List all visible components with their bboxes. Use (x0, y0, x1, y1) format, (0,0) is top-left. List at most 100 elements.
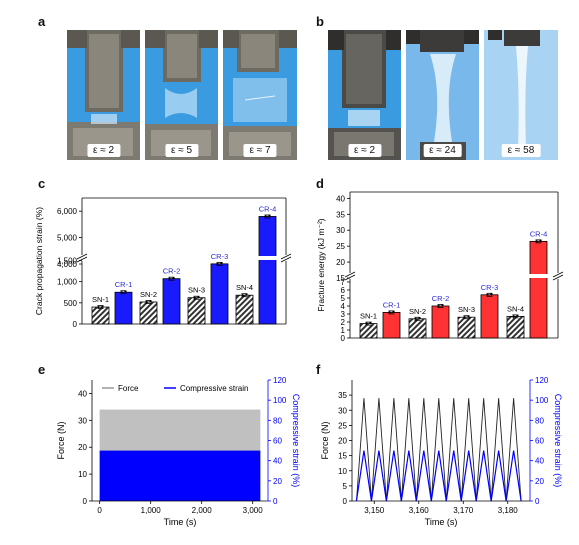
y-tick-label: 30 (336, 226, 345, 235)
strain-label: ε ≈ 2 (86, 144, 121, 157)
axis-break-gap (76, 255, 292, 261)
y-tick-label-right: 80 (273, 416, 282, 425)
sn-bar-label: SN-1 (92, 295, 109, 304)
y-tick-label: 25 (336, 242, 345, 251)
x-tick-label: 3,000 (243, 506, 264, 515)
y-tick-label: 0 (73, 320, 78, 329)
y-tick-label: 2 (341, 318, 346, 327)
cr-bar-label: CR-3 (211, 252, 229, 261)
data-point (490, 293, 493, 296)
cr-bar (114, 291, 133, 325)
data-point (264, 215, 267, 218)
x-axis-label: Time (s) (164, 517, 197, 527)
cr-bar-label: CR-4 (530, 229, 548, 238)
tensile-grip-illustration (484, 30, 558, 160)
data-point (172, 276, 175, 280)
panel-a-photo-2: ε ≈ 5 (145, 30, 218, 160)
panel-b-photo-3: ε ≈ 58 (484, 30, 558, 160)
y-tick-label: 30 (78, 416, 87, 425)
data-point (124, 290, 127, 293)
panel-a-photo-1: ε ≈ 2 (67, 30, 140, 160)
data-point (220, 262, 223, 265)
cr-bar-label: CR-4 (259, 204, 277, 213)
cr-bar (162, 278, 181, 325)
sn-bar-label: SN-3 (188, 286, 205, 295)
y-tick-label: 40 (336, 194, 345, 203)
panel-e-label: e (38, 362, 46, 377)
tensile-grip-illustration (223, 30, 297, 160)
y-axis-label: Fracture energy (kJ m⁻²) (316, 218, 326, 311)
y-axis-label: Crack propagation strain (%) (34, 207, 44, 315)
axis-break-mark (552, 271, 564, 281)
y-tick-label: 1,000 (57, 278, 78, 287)
y-tick-label: 4 (341, 302, 346, 311)
data-point (120, 291, 123, 294)
y-tick-label: 500 (64, 299, 78, 308)
data-point (388, 311, 391, 314)
data-point (437, 304, 440, 308)
x-tick-label: 3,150 (364, 506, 385, 515)
sn-bar (359, 323, 378, 339)
data-point (539, 239, 542, 242)
tensile-grip-illustration (328, 30, 401, 160)
sn-bar (235, 294, 254, 325)
y-tick-label: 4,000 (57, 260, 78, 269)
y-tick-label-right: 20 (535, 477, 544, 486)
y-tick-label: 10 (78, 470, 87, 479)
y-axis-label-left: Force (N) (56, 421, 66, 459)
y-axis-label-left: Force (N) (320, 421, 330, 459)
panel-b-label: b (316, 14, 324, 29)
strain-label: ε ≈ 58 (501, 144, 541, 157)
y-tick-label-right: 120 (535, 376, 549, 385)
cr-bar (480, 294, 499, 339)
tensile-grip-illustration (145, 30, 218, 160)
strain-label: ε ≈ 5 (164, 144, 199, 157)
force-strain-cycle-chart: 0 5 10 15 20 25 30 35 0 20 40 60 80 100 120 3,150 3,160 3… (320, 376, 563, 527)
panel-f-label: f (316, 362, 321, 377)
cr-bar (431, 305, 450, 339)
tensile-grip-illustration (67, 30, 140, 160)
strain-label: ε ≈ 2 (347, 144, 382, 157)
panel-a-label: a (38, 14, 46, 29)
y-tick-label: 15 (338, 452, 347, 461)
y-tick-label: 6,000 (57, 207, 78, 216)
panel-b-photo-1: ε ≈ 2 (328, 30, 401, 160)
y-tick-label: 1,500 (57, 256, 78, 265)
sn-bar-label: SN-4 (236, 283, 253, 292)
y-tick-label: 5 (343, 482, 348, 491)
data-point (441, 304, 444, 307)
axis-break-mark (76, 253, 88, 263)
sn-bar (139, 301, 158, 325)
panel-c-label: c (38, 176, 46, 191)
y-tick-label: 1 (341, 326, 346, 335)
y-tick-label: 20 (338, 437, 347, 446)
cr-bar (210, 263, 229, 325)
data-point (168, 277, 171, 280)
cr-bar-label: CR-2 (163, 267, 181, 276)
sn-bar-label: SN-2 (140, 290, 157, 299)
data-point (145, 300, 148, 304)
y-tick-label-right: 80 (535, 416, 544, 425)
sn-bar-label: SN-4 (507, 304, 524, 313)
sn-bar (457, 316, 476, 339)
y-tick-label-right: 60 (535, 437, 544, 446)
strain-line (355, 450, 522, 502)
y-tick-label-right: 100 (535, 396, 549, 405)
panel-a-photo-3: ε ≈ 7 (223, 30, 297, 160)
data-point (245, 293, 248, 296)
y-tick-label: 25 (338, 421, 347, 430)
cr-bar-label: CR-3 (481, 283, 499, 292)
data-point (418, 317, 421, 320)
sn-bar (506, 315, 525, 339)
y-tick-label-right: 100 (273, 396, 287, 405)
axis-break-gap (344, 273, 564, 279)
data-point (216, 262, 219, 265)
sn-bar (187, 297, 206, 325)
y-tick-label: 7 (341, 278, 346, 287)
y-axis-label-right: Compressive strain (%) (553, 394, 563, 488)
data-point (369, 321, 372, 325)
y-tick-label: 40 (78, 389, 87, 398)
data-point (101, 305, 104, 308)
y-tick-label-right: 0 (273, 497, 278, 506)
sn-bar (408, 318, 427, 339)
